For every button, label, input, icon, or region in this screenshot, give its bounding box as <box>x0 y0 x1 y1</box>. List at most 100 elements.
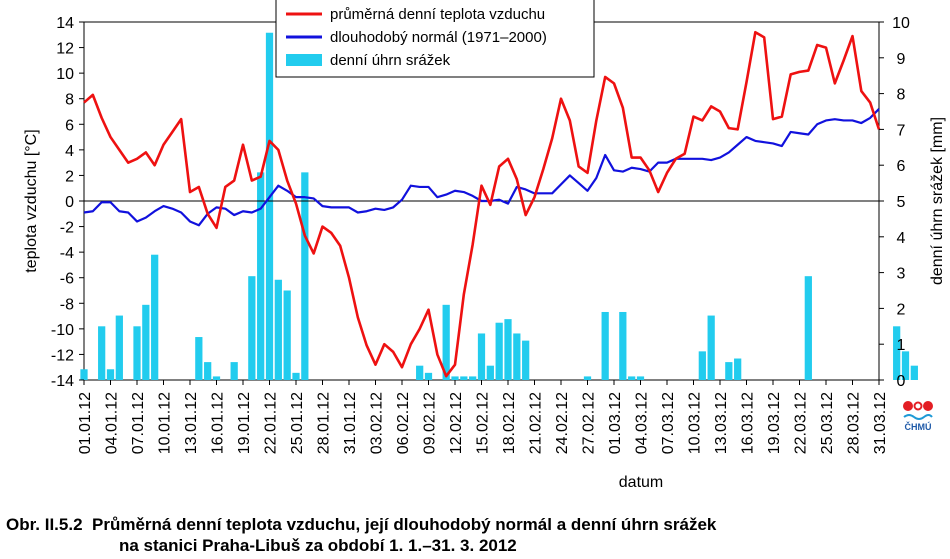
x-tick-label: 24.02.12 <box>554 392 571 454</box>
x-tick-label: 12.02.12 <box>448 392 465 454</box>
x-tick-label: 03.02.12 <box>369 392 386 454</box>
left-tick-label: 8 <box>65 92 74 109</box>
left-tick-labels: -14 -12 -10 -8 -6 -4 -2 0 2 4 6 8 10 12 14 <box>51 15 84 390</box>
precip-bar <box>636 376 645 380</box>
right-tick-label: 0 <box>897 373 906 390</box>
precip-bar <box>451 376 459 380</box>
temperature-line <box>83 30 881 378</box>
precip-bar <box>416 365 424 380</box>
precip-bar <box>98 326 106 380</box>
x-tick-label: 09.02.12 <box>422 392 439 454</box>
precip-bar <box>230 362 238 380</box>
left-tick-label: -12 <box>51 347 74 364</box>
right-tick-label: 3 <box>897 266 906 283</box>
precip-bar <box>204 362 212 380</box>
precip-bar <box>142 304 150 380</box>
precip-bar <box>601 311 609 380</box>
precip-bars <box>80 32 918 381</box>
precip-bar <box>274 279 282 380</box>
x-tick-label: 21.02.12 <box>528 392 545 454</box>
precip-bar <box>442 304 450 380</box>
caption-line2: na stanici Praha-Libuš za období 1. 1.–3… <box>119 536 517 555</box>
precip-bar <box>504 319 512 380</box>
x-tick-label: 27.02.12 <box>581 392 598 454</box>
left-tick-label: -10 <box>51 322 74 339</box>
legend-label-precip: denní úhrn srážek <box>330 52 451 69</box>
x-tick-label: 31.01.12 <box>342 392 359 454</box>
x-tick-label: 10.03.12 <box>687 392 704 454</box>
logo-dot-center <box>913 401 923 411</box>
left-tick-label: 6 <box>65 117 74 134</box>
x-tick-label: 01.01.12 <box>77 392 94 454</box>
logo-dot-right <box>923 401 933 411</box>
precip-bar <box>151 254 159 380</box>
left-tick-label: -2 <box>60 220 74 237</box>
precip-bar <box>115 315 123 380</box>
right-tick-label: 9 <box>897 51 906 68</box>
x-tick-label: 07.03.12 <box>660 392 677 454</box>
right-tick-label: 5 <box>897 194 906 211</box>
legend-label-normal: dlouhodobý normál (1971–2000) <box>330 29 547 46</box>
figure-caption: Obr. II.5.2 Průměrná denní teplota vzduc… <box>6 514 716 556</box>
y-axis-label-left: teplota vzduchu [°C] <box>23 129 40 272</box>
x-tick-label: 19.01.12 <box>236 392 253 454</box>
logo-dot-left <box>903 401 913 411</box>
caption-line1: Průměrná denní teplota vzduchu, její dlo… <box>92 515 717 534</box>
left-tick-label: 14 <box>56 15 74 32</box>
series-lines <box>83 30 881 378</box>
chmu-logo: ČHMÚ <box>903 401 933 432</box>
x-tick-label: 16.03.12 <box>740 392 757 454</box>
precip-bar <box>583 376 592 380</box>
left-tick-label: -14 <box>51 373 74 390</box>
x-tick-label: 06.02.12 <box>395 392 412 454</box>
precip-bar <box>212 376 221 380</box>
x-tick-label: 28.01.12 <box>316 392 333 454</box>
x-tick-label: 19.03.12 <box>766 392 783 454</box>
legend-box <box>275 0 595 78</box>
legend: průměrná denní teplota vzduchu dlouhodob… <box>275 0 595 78</box>
x-tick-label: 13.03.12 <box>713 392 730 454</box>
precip-bar <box>893 326 901 380</box>
precip-bar <box>628 376 636 380</box>
left-tick-label: 12 <box>56 41 74 58</box>
precip-bar <box>292 372 300 380</box>
left-tick-label: -4 <box>60 245 74 262</box>
left-tick-label: -8 <box>60 296 74 313</box>
x-tick-label: 31.03.12 <box>872 392 889 454</box>
precip-bar <box>725 362 733 380</box>
x-tick-label: 01.03.12 <box>607 392 624 454</box>
precip-bar <box>460 376 468 380</box>
precip-bar <box>486 365 494 380</box>
x-tick-label: 15.02.12 <box>475 392 492 454</box>
left-tick-label: 4 <box>65 143 74 160</box>
x-tick-label: 28.03.12 <box>846 392 863 454</box>
precip-bar <box>248 276 256 380</box>
precip-bar <box>910 365 918 380</box>
precip-bar <box>265 32 274 381</box>
precip-bar <box>283 290 291 380</box>
right-tick-label: 6 <box>897 158 906 175</box>
left-tick-label: 0 <box>65 194 74 211</box>
left-tick-label: -6 <box>60 271 74 288</box>
precip-bar <box>698 351 706 380</box>
precip-bar <box>707 315 715 380</box>
caption-prefix: Obr. II.5.2 <box>6 515 83 534</box>
right-tick-label: 8 <box>897 87 906 104</box>
x-tick-label: 13.01.12 <box>183 392 200 454</box>
precip-bar <box>477 333 486 380</box>
precip-bar <box>80 369 88 380</box>
x-tick-labels: 01.01.12 04.01.12 07.01.12 10.01.12 13.01.12… <box>77 380 889 454</box>
left-tick-label: 10 <box>56 66 74 83</box>
x-tick-label: 22.01.12 <box>263 392 280 454</box>
precip-bar <box>257 172 265 380</box>
legend-swatch-precip <box>286 54 322 66</box>
logo-text: ČHMÚ <box>905 421 932 432</box>
right-tick-label: 2 <box>897 301 906 318</box>
x-tick-label: 04.01.12 <box>104 392 121 454</box>
precip-bar <box>513 333 521 380</box>
precip-bar <box>734 358 742 380</box>
x-tick-label: 25.03.12 <box>819 392 836 454</box>
right-tick-labels: 0 1 2 3 4 5 6 7 8 9 10 <box>879 15 910 390</box>
x-tick-label: 04.03.12 <box>634 392 651 454</box>
